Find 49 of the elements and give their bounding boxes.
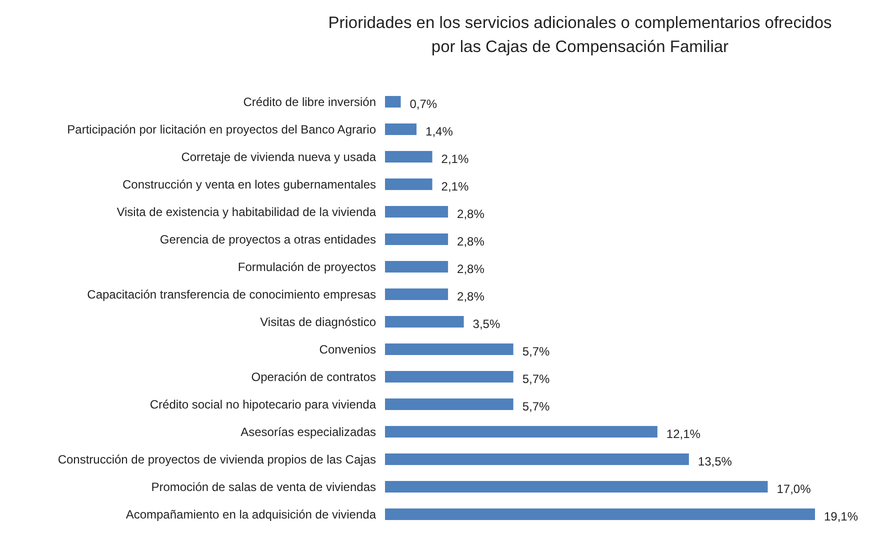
bar: [385, 370, 514, 383]
bar: [385, 233, 448, 246]
y-tick-label: Operación de contratos: [251, 370, 376, 384]
data-label: 5,7%: [522, 372, 550, 386]
y-tick-label: Corretaje de vivienda nueva y usada: [181, 150, 376, 164]
y-tick-label: Acompañamiento en la adquisición de vivienda: [126, 507, 376, 522]
bar: [385, 123, 417, 136]
y-tick-label: Construcción y venta en lotes gubernamentales: [122, 177, 376, 192]
bar: [385, 150, 432, 163]
y-tick-label: Crédito de libre inversión: [243, 94, 376, 109]
y-tick-label: Construcción de proyectos de vivienda propios de las Cajas: [58, 452, 376, 466]
data-label: 19,1%: [824, 509, 858, 524]
y-tick-label: Promoción de salas de venta de viviendas: [151, 480, 376, 494]
data-label: 2,8%: [457, 206, 485, 221]
y-tick-label: Visita de existencia y habitabilidad de la vivienda: [116, 204, 376, 219]
bar: [385, 343, 514, 356]
bar: [385, 260, 448, 273]
y-tick-label: Crédito social no hipotecario para vivienda: [150, 397, 376, 412]
data-label: 2,8%: [457, 289, 485, 304]
y-tick-label: Visitas de diagnóstico: [260, 314, 376, 329]
bar: [385, 480, 768, 493]
chart-title: Prioridades en los servicios adicionales o complementarios ofrecidos por las Cajas de Compensación Familiar: [328, 14, 832, 56]
y-tick-label: Participación por licitación en proyectos del Banco Agrario: [67, 122, 376, 136]
data-label: 12,1%: [666, 426, 701, 441]
y-tick-label: Asesorías especializadas: [240, 424, 376, 439]
bar: [385, 288, 448, 300]
data-label: 5,7%: [522, 399, 550, 414]
data-label: 5,7%: [522, 344, 550, 358]
y-tick-label: Gerencia de proyectos a otras entidades: [160, 232, 376, 246]
data-label: 3,5%: [472, 316, 500, 331]
data-label: 2,8%: [457, 262, 485, 276]
y-tick-label: Formulación de proyectos: [238, 260, 376, 274]
bar: [385, 398, 514, 410]
bar: [385, 453, 689, 466]
bar: [385, 178, 432, 190]
data-label: 0,7%: [410, 96, 438, 111]
data-label: 2,1%: [441, 179, 469, 194]
data-label: 17,0%: [776, 482, 812, 496]
data-label: 2,8%: [457, 234, 485, 248]
data-label: 2,1%: [441, 152, 469, 166]
y-tick-label: Convenios: [319, 342, 376, 356]
bar: [385, 206, 448, 218]
bar: [385, 96, 401, 108]
y-tick-label: Capacitación transferencia de conocimiento empresas: [87, 287, 376, 302]
bar: [385, 426, 658, 438]
bar: [385, 316, 464, 328]
bar: [385, 508, 815, 520]
data-label: 1,4%: [426, 124, 454, 138]
data-label: 13,5%: [698, 454, 732, 468]
